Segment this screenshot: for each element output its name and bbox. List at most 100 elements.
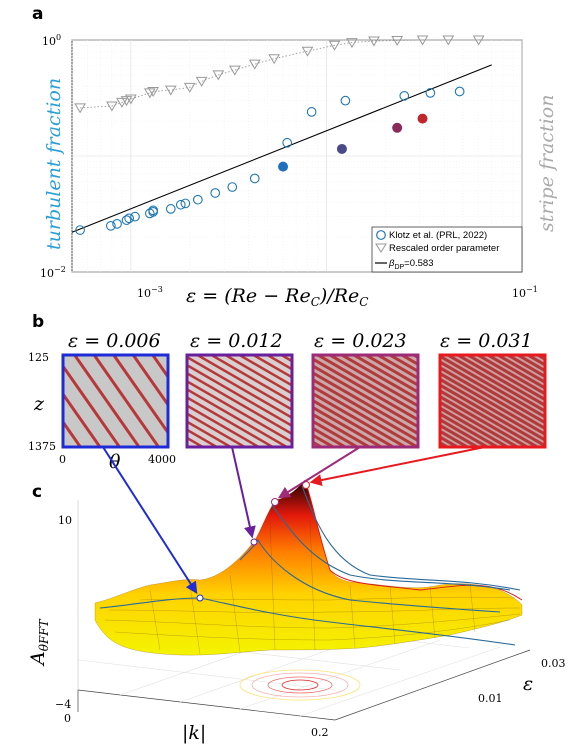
theta-right-tick: 4000 [148, 453, 176, 466]
legend-rescaled: Rescaled order parameter [389, 243, 499, 254]
snapshot-image-4 [438, 353, 547, 449]
stripe-point [368, 36, 380, 47]
snapshot-label-1: ε = 0.006 [68, 330, 161, 352]
snapshot-label-3: ε = 0.023 [314, 330, 407, 352]
c-k-axis-label: |k| [182, 722, 206, 744]
highlighted-point [417, 113, 428, 124]
turbulent-point [165, 204, 176, 214]
turbulent-point [148, 205, 159, 216]
stripe-point [116, 97, 128, 108]
theta-left-tick: 0 [59, 453, 66, 466]
stripe-point [472, 35, 485, 46]
turbulent-point [210, 188, 221, 198]
snapshot-image-1 [61, 353, 170, 449]
panel-c-letter: c [32, 482, 42, 502]
theta-axis-label: θ [109, 451, 121, 473]
highlighted-point [336, 143, 347, 154]
turbulent-point [112, 219, 122, 229]
stripe-point [147, 86, 160, 97]
highlighted-point [392, 122, 403, 133]
c-ktick-0: 0 [64, 712, 71, 725]
highlighted-point [278, 161, 289, 172]
turbulent-point [249, 173, 260, 184]
c-slice-line-4 [301, 485, 521, 591]
turbulent-point [227, 182, 238, 192]
ytick-top: 100 [42, 33, 61, 48]
turbulent-point [124, 213, 135, 224]
turbulent-point [425, 88, 436, 98]
x-axis-label: ε = (Re − ReC)/ReC [186, 285, 368, 309]
snapshot-label-2: ε = 0.012 [190, 330, 283, 352]
snapshot-label-4: ε = 0.031 [440, 330, 533, 352]
turbulent-point [282, 137, 293, 148]
legend-circle-marker [376, 230, 386, 240]
turbulent-point [75, 225, 85, 235]
dp-fit-line [71, 64, 492, 233]
arrow-eps-0023 [277, 446, 361, 499]
stripe-point [328, 40, 341, 51]
c-point-eps-0006 [196, 594, 204, 602]
turbulent-point [340, 95, 351, 106]
snapshot-image-3 [311, 353, 420, 449]
stripe-point [228, 65, 241, 76]
z-top-tick: 125 [28, 351, 49, 364]
stripe-point [195, 76, 208, 87]
c-axis-line-2 [77, 689, 336, 721]
arrow-eps-0031 [309, 446, 486, 486]
panel-c-surface [77, 479, 531, 721]
stripe-point [346, 38, 358, 49]
stripe-point [183, 82, 196, 93]
c-ztick-10: 10 [58, 514, 72, 527]
stripe-point [442, 35, 455, 46]
stripe-trend-line [80, 39, 479, 109]
c-slice-line-3 [271, 504, 511, 591]
y-right-label: stripe fraction [536, 95, 558, 232]
c-ktick-02: 0.2 [311, 726, 329, 739]
legend-triangle-marker [375, 243, 387, 253]
c-eps-tick-001: 0.01 [478, 692, 503, 705]
panel-b-letter: b [32, 312, 44, 332]
turbulent-point [106, 220, 116, 231]
z-bottom-tick: 1375 [28, 440, 56, 453]
xtick-left: 10−3 [137, 285, 163, 300]
legend-beta: βDP=0.583 [388, 258, 434, 271]
stripe-point [416, 35, 429, 46]
stripe-point [164, 85, 177, 96]
arrow-eps-0006 [102, 446, 198, 595]
c-point-eps-0012 [250, 538, 258, 546]
stripe-point [143, 88, 156, 99]
legend: Klotz et al. (PRL, 2022) Rescaled order … [371, 226, 523, 273]
panel-a-letter: a [32, 4, 43, 24]
c-floor-contour [239, 669, 361, 701]
z-axis-label: z [33, 393, 45, 415]
c-ztick-m4: −4 [55, 698, 71, 711]
turbulent-point [180, 198, 191, 209]
legend-klotz: Klotz et al. (PRL, 2022) [389, 230, 487, 241]
turbulent-point [192, 194, 203, 205]
turbulent-point [121, 215, 132, 225]
c-eps-tick-003: 0.03 [541, 657, 566, 670]
snapshot-image-2 [185, 353, 294, 449]
arrow-eps-0012 [231, 446, 256, 539]
c-surface-mesh [104, 519, 521, 655]
turbulent-point [130, 211, 140, 222]
stripe-point [124, 94, 137, 105]
stripe-point [74, 103, 86, 114]
stripe-point [106, 101, 118, 112]
panel-a-marks [71, 35, 492, 235]
turbulent-point [454, 86, 465, 97]
legend-box [371, 226, 523, 273]
c-z-axis-label: AθFFT [27, 618, 51, 667]
c-point-eps-0023 [271, 498, 279, 506]
stripe-point [212, 70, 225, 81]
stripe-point [268, 54, 280, 65]
c-axis-line-3 [334, 649, 531, 721]
ytick-bottom: 10−2 [40, 265, 66, 280]
y-left-label: turbulent fraction [43, 78, 65, 250]
turbulent-point [175, 199, 186, 210]
turbulent-point [399, 91, 410, 101]
stripe-point [301, 46, 314, 57]
stripe-point [391, 36, 404, 46]
c-eps-axis-label: ε [523, 673, 533, 695]
stripe-point [248, 59, 261, 70]
